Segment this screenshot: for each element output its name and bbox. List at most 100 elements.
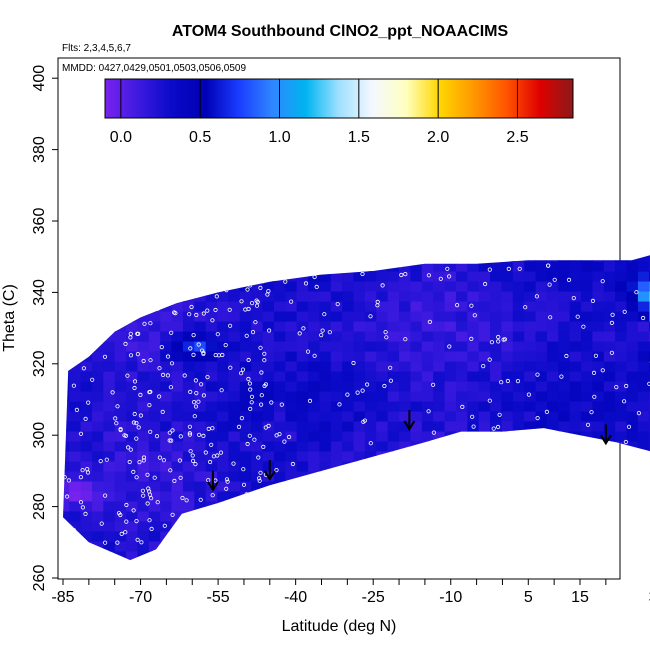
heatmap-cell <box>205 400 218 412</box>
sample-point <box>533 535 539 540</box>
sample-point <box>225 479 230 484</box>
sample-point <box>224 486 229 491</box>
heatmap-cell <box>490 540 503 552</box>
heatmap-cell <box>455 330 468 342</box>
heatmap-cell <box>467 270 480 282</box>
sample-point <box>160 267 165 272</box>
heatmap-cell <box>490 340 503 352</box>
heatmap-cell <box>433 350 446 362</box>
sample-point <box>198 497 203 502</box>
heatmap-cell <box>399 490 412 502</box>
heatmap-cell <box>239 330 252 342</box>
heatmap-cell <box>63 440 70 452</box>
sample-point <box>487 470 492 475</box>
heatmap-cell <box>296 231 309 242</box>
heatmap-cell <box>501 520 514 532</box>
heatmap-cell <box>330 440 343 452</box>
heatmap-cell <box>91 460 104 472</box>
heatmap-cell <box>330 430 343 442</box>
heatmap-cell <box>194 310 207 322</box>
heatmap-cell <box>626 260 639 272</box>
heatmap-cell <box>501 221 514 222</box>
sample-point <box>380 283 385 288</box>
heatmap-cell <box>615 540 628 552</box>
heatmap-cell <box>137 540 150 552</box>
heatmap-cell <box>467 221 480 222</box>
heatmap-cell <box>637 400 650 412</box>
heatmap-cell <box>467 360 480 372</box>
heatmap-cell <box>603 290 616 302</box>
sample-point <box>296 489 301 494</box>
sample-point <box>234 518 239 523</box>
heatmap-cell <box>114 310 127 322</box>
heatmap-cell <box>63 410 70 422</box>
heatmap-cell <box>501 480 514 492</box>
dates-subtitle: MMDD: 0427,0429,0501,0503,0506,0509 <box>62 63 246 74</box>
heatmap-cell <box>137 561 149 572</box>
sample-point <box>534 294 540 299</box>
heatmap-cell <box>478 530 491 542</box>
sample-point <box>485 533 490 539</box>
sample-point <box>169 438 174 443</box>
heatmap-cell <box>546 480 559 492</box>
heatmap-cell <box>569 300 582 312</box>
sample-point <box>208 459 213 465</box>
heatmap-cell <box>69 330 82 342</box>
heatmap-cell <box>285 550 298 561</box>
heatmap-cell <box>251 340 264 352</box>
heatmap-cell <box>353 260 366 272</box>
heatmap-cell <box>251 240 264 252</box>
sample-point <box>647 381 650 386</box>
heatmap-cell <box>615 221 628 232</box>
sample-point <box>470 414 475 419</box>
heatmap-cell <box>91 350 104 362</box>
heatmap-cell <box>69 280 82 292</box>
heatmap-cell <box>262 330 275 342</box>
sample-point <box>165 373 170 378</box>
heatmap-cell <box>239 390 252 402</box>
sample-point <box>445 266 450 271</box>
sample-point <box>178 552 183 558</box>
heatmap-cell <box>535 330 548 342</box>
heatmap-cell <box>262 280 275 292</box>
heatmap-cell <box>479 561 491 572</box>
heatmap-cell <box>546 221 559 222</box>
heatmap-cell <box>205 260 218 272</box>
heatmap-cell <box>126 460 139 472</box>
flights-subtitle: Flts: 2,3,4,5,6,7 <box>62 43 131 54</box>
heatmap-cell <box>615 221 628 222</box>
heatmap-cell <box>444 490 457 502</box>
heatmap-cell <box>308 320 321 332</box>
heatmap-cell <box>69 340 82 352</box>
arrow-marker <box>263 460 276 481</box>
heatmap-cell <box>194 520 207 532</box>
heatmap-cell <box>478 510 491 522</box>
heatmap-cell <box>194 550 207 561</box>
heatmap-cell <box>524 370 537 382</box>
heatmap-cell <box>137 270 150 282</box>
heatmap-cell <box>285 400 298 412</box>
heatmap-cell <box>410 260 423 272</box>
heatmap-cell <box>103 300 116 312</box>
heatmap-cell <box>501 300 514 312</box>
sample-point <box>154 433 160 439</box>
heatmap-cell <box>399 240 412 252</box>
heatmap-cell <box>546 250 559 262</box>
heatmap-cell <box>148 250 161 262</box>
heatmap-cell <box>399 370 412 382</box>
sample-point <box>362 418 367 423</box>
heatmap-cell <box>319 480 332 492</box>
heatmap-cell <box>603 380 616 392</box>
sample-point <box>499 380 504 385</box>
sample-point <box>191 287 196 292</box>
heatmap-cell <box>592 480 605 492</box>
heatmap-cell <box>228 450 241 462</box>
heatmap-cell <box>478 370 491 382</box>
sample-point <box>380 528 385 533</box>
sample-point <box>209 442 214 447</box>
heatmap-cell <box>319 450 332 462</box>
heatmap-cell <box>490 520 503 532</box>
heatmap-cell <box>603 520 616 532</box>
sample-point <box>604 555 610 561</box>
heatmap-cell <box>194 340 207 352</box>
